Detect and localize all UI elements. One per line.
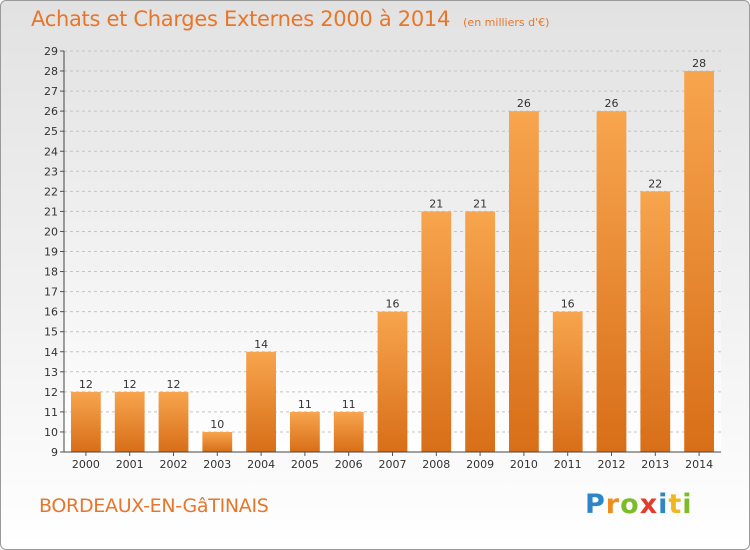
bar-value-label: 11 [298, 398, 312, 411]
y-tick-label: 10 [44, 426, 58, 439]
bar-2011 [552, 311, 583, 452]
y-tick-label: 20 [44, 225, 58, 238]
axes: 9 10 11 12 13 14 15 16 17 18 19 20 21 22 23 24 25 26 27 28 2… [44, 45, 721, 471]
bar-2004 [246, 351, 276, 452]
bar-value-label: 12 [79, 378, 93, 391]
town-name: BORDEAUX-EN-GâTINAIS [39, 495, 269, 517]
bar-value-label: 28 [692, 57, 706, 70]
bar-value-label: 14 [254, 338, 268, 351]
bar-2006 [333, 411, 364, 452]
bar-value-label: 11 [342, 398, 356, 411]
bar-value-label: 10 [210, 418, 224, 431]
bar-value-label: 22 [648, 177, 662, 190]
bar-value-label: 21 [473, 197, 487, 210]
bar-2010 [509, 111, 539, 453]
bar-2003 [202, 431, 233, 452]
bar-2009 [465, 211, 495, 452]
bar-value-label: 16 [386, 298, 400, 311]
chart-unit: (en milliers d'€) [463, 16, 550, 29]
x-tick-label: 2003 [203, 458, 231, 471]
y-tick-label: 16 [44, 306, 58, 319]
y-tick-label: 13 [44, 366, 58, 379]
bar-2001 [114, 391, 145, 452]
y-tick-label: 14 [44, 346, 58, 359]
bar-value-label: 12 [123, 378, 137, 391]
y-tick-label: 25 [44, 125, 58, 138]
x-tick-label: 2005 [291, 458, 319, 471]
y-tick-label: 23 [44, 165, 58, 178]
y-tick-label: 27 [44, 85, 58, 98]
x-tick-label: 2010 [510, 458, 538, 471]
y-tick-label: 22 [44, 185, 58, 198]
y-tick-label: 17 [44, 286, 58, 299]
bar-2000 [71, 391, 101, 452]
bars: 12 12 12 10 14 11 11 16 21 21 26 16 26 22 28 [71, 57, 714, 453]
x-tick-label: 2004 [247, 458, 275, 471]
bar-value-label: 16 [561, 298, 575, 311]
x-tick-label: 2002 [160, 458, 188, 471]
x-tick-label: 2014 [685, 458, 713, 471]
y-tick-label: 11 [44, 406, 58, 419]
y-tick-label: 21 [44, 205, 58, 218]
y-tick-label: 29 [44, 45, 58, 58]
bar-2002 [158, 391, 189, 452]
x-tick-label: 2006 [335, 458, 363, 471]
x-tick-label: 2008 [422, 458, 450, 471]
bar-2005 [290, 411, 320, 452]
x-tick-label: 2007 [379, 458, 407, 471]
y-tick-label: 28 [44, 65, 58, 78]
x-tick-label: 2011 [554, 458, 582, 471]
proxiti-logo: Proxiti [585, 489, 693, 520]
chart-title: Achats et Charges Externes 2000 à 2014 [31, 7, 451, 31]
y-tick-label: 26 [44, 105, 58, 118]
bar-value-label: 21 [429, 197, 443, 210]
y-tick-label: 19 [44, 246, 58, 259]
y-tick-label: 18 [44, 266, 58, 279]
bar-2013 [640, 191, 671, 452]
y-tick-label: 15 [44, 326, 58, 339]
y-tick-label: 24 [44, 145, 58, 158]
bar-value-label: 12 [167, 378, 181, 391]
chart-title-block: Achats et Charges Externes 2000 à 2014 (… [31, 7, 549, 31]
bar-value-label: 26 [605, 97, 619, 110]
x-tick-label: 2013 [641, 458, 669, 471]
bar-2014 [684, 71, 714, 453]
x-tick-label: 2001 [116, 458, 144, 471]
bar-2008 [421, 211, 452, 452]
y-tick-label: 9 [51, 446, 58, 459]
bar-2012 [596, 111, 627, 453]
x-tick-label: 2012 [598, 458, 626, 471]
x-tick-label: 2000 [72, 458, 100, 471]
y-tick-label: 12 [44, 386, 58, 399]
bar-2007 [377, 311, 408, 452]
x-tick-label: 2009 [466, 458, 494, 471]
bar-value-label: 26 [517, 97, 531, 110]
